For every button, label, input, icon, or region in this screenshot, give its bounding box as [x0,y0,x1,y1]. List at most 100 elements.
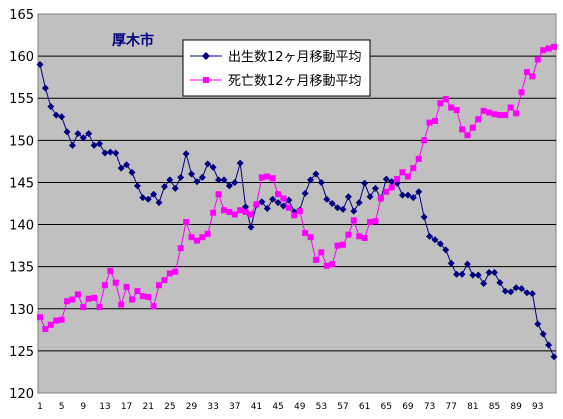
data-point [188,234,195,241]
data-point [366,193,374,201]
data-point [253,201,260,208]
data-point [160,183,168,191]
data-point [279,202,287,210]
data-point [247,223,255,231]
y-axis-ticks: 120 125 130 135 140 145 150 155 160 165 [9,8,34,402]
data-point [47,103,55,111]
y-tick-label: 160 [9,50,34,65]
data-point [339,241,346,248]
data-point [545,341,553,349]
data-point [459,126,466,133]
y-tick-label: 140 [9,219,34,234]
x-tick-label: 65 [381,402,392,412]
data-point [42,325,49,332]
data-point [118,301,125,308]
data-point [447,259,455,267]
data-point [518,89,525,96]
data-point [117,164,125,172]
data-point [475,116,482,123]
legend: 出生数12ヶ月移動平均 死亡数12ヶ月移動平均 [182,39,371,97]
data-point [317,178,325,186]
data-point [345,231,352,238]
data-point [85,295,92,302]
x-tick-label: 61 [359,402,370,412]
data-point [539,330,547,338]
x-axis-ticks: 1 5 9 13 17 21 25 29 33 37 41 45 49 53 57 61 65 69 73 77 81 8… [37,402,543,412]
data-point [512,284,520,292]
data-point [474,271,482,279]
data-point [64,298,71,305]
data-point [507,104,514,111]
data-point [486,109,493,116]
data-point [361,235,368,242]
data-point [269,175,276,182]
data-point [415,188,423,196]
x-tick-label: 49 [294,402,306,412]
data-point [101,149,109,157]
data-point [134,288,141,295]
data-point [453,107,460,114]
data-point [74,291,81,298]
data-point [302,229,309,236]
legend-label-births: 出生数12ヶ月移動平均 [228,50,362,65]
data-point [220,207,227,214]
data-point [63,128,71,136]
data-point [123,161,131,169]
data-point [431,236,439,244]
data-point [177,245,184,252]
data-point [518,285,526,293]
data-point [258,198,266,206]
data-point [323,262,330,269]
x-tick-label: 25 [164,402,175,412]
data-point [275,191,282,198]
data-point [242,203,250,211]
x-tick-label: 17 [121,402,132,412]
data-point [91,294,98,301]
data-point [480,107,487,114]
data-point [166,270,173,277]
data-point [529,73,536,80]
y-tick-label: 130 [9,303,34,318]
data-point [285,196,293,204]
data-point [464,132,471,139]
x-tick-label: 9 [80,402,86,412]
x-tick-label: 93 [532,402,543,412]
data-point [355,199,363,207]
data-point [540,47,547,54]
data-point [431,117,438,124]
x-tick-label: 33 [207,402,218,412]
data-point [291,212,298,219]
data-point [442,96,449,103]
series-layer [36,43,558,361]
x-tick-label: 41 [251,402,262,412]
y-tick-label: 135 [9,261,34,276]
data-point [69,296,76,303]
data-point [96,304,103,311]
data-point [421,137,428,144]
x-tick-label: 53 [316,402,327,412]
legend-marker-births [202,52,210,60]
data-point [193,178,201,186]
x-tick-label: 85 [489,402,500,412]
data-point [199,234,206,241]
data-point [128,296,135,303]
data-point [399,169,406,176]
data-point [198,173,206,181]
data-point [133,182,141,190]
data-point [52,111,60,119]
data-point [236,159,244,167]
legend-label-deaths: 死亡数12ヶ月移動平均 [228,74,362,89]
data-point [101,282,108,289]
data-point [323,195,331,203]
data-point [37,314,43,321]
data-point [58,316,65,323]
y-tick-label: 155 [9,92,34,107]
data-point [210,209,217,216]
data-point [123,283,130,290]
data-point [68,141,76,149]
data-point [41,84,49,92]
data-point [448,104,455,111]
data-point [329,261,336,268]
data-point [301,189,309,197]
data-point [150,303,157,310]
